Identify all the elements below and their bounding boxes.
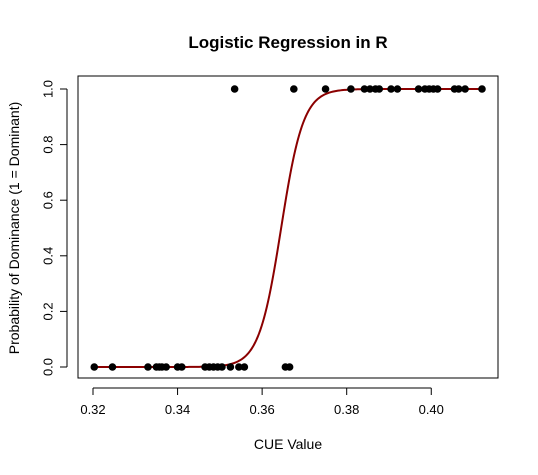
data-point (360, 85, 369, 93)
data-point (461, 85, 469, 93)
data-point (235, 363, 243, 371)
x-tick-label: 0.36 (249, 402, 274, 417)
data-point (433, 85, 442, 93)
y-axis-label: Probability of Dominance (1 = Dominant) (6, 102, 22, 355)
data-point (454, 85, 463, 93)
data-point (240, 363, 249, 371)
data-point (321, 85, 330, 93)
x-tick-label: 0.32 (80, 402, 105, 417)
data-point (226, 363, 235, 371)
data-point (347, 85, 355, 93)
data-point (108, 363, 117, 371)
x-tick-label: 0.40 (419, 402, 444, 417)
x-tick-label: 0.38 (334, 402, 359, 417)
data-point (478, 85, 486, 93)
x-tick-label: 0.34 (165, 402, 190, 417)
y-tick-label: 0.4 (40, 247, 55, 265)
fitted-logistic-curve (93, 88, 482, 368)
fitted-curve-layer (93, 88, 482, 368)
y-tick-label: 0.6 (40, 191, 55, 209)
y-axis: 0.0 0.2 0.4 0.6 0.8 1.0 (40, 80, 68, 376)
data-points-layer (90, 85, 486, 371)
y-tick-label: 0.0 (40, 358, 55, 376)
y-tick-label: 0.2 (40, 302, 55, 320)
data-point (290, 85, 298, 93)
data-point (414, 85, 423, 93)
data-point (366, 85, 374, 93)
data-point (375, 85, 384, 93)
data-point (144, 363, 152, 371)
data-point (162, 363, 170, 371)
x-axis: 0.32 0.34 0.36 0.38 0.40 (80, 387, 444, 417)
data-point (218, 363, 226, 371)
plot-frame (77, 75, 499, 379)
y-tick-label: 0.8 (40, 136, 55, 154)
chart-title: Logistic Regression in R (188, 33, 387, 52)
data-point (90, 363, 99, 371)
data-point (177, 363, 186, 371)
x-axis-label: CUE Value (254, 436, 322, 452)
y-tick-label: 1.0 (40, 80, 55, 98)
data-point (230, 85, 239, 93)
data-point (387, 85, 395, 93)
data-point (393, 85, 402, 93)
data-point (285, 363, 294, 371)
